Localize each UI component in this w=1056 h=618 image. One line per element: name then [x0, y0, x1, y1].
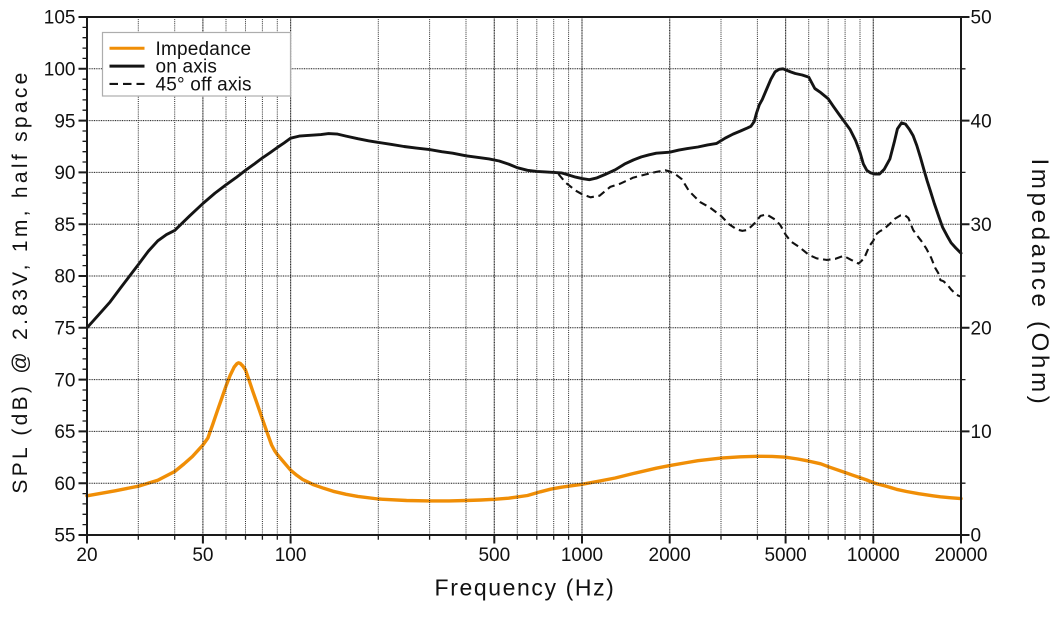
svg-text:1000: 1000 [561, 545, 603, 566]
svg-text:50: 50 [192, 545, 213, 566]
svg-text:75: 75 [54, 319, 75, 340]
svg-text:60: 60 [54, 474, 75, 495]
svg-text:10000: 10000 [847, 545, 900, 566]
svg-text:85: 85 [54, 215, 75, 236]
svg-text:40: 40 [971, 111, 992, 132]
svg-text:70: 70 [54, 370, 75, 391]
svg-text:80: 80 [54, 267, 75, 288]
svg-text:50: 50 [971, 8, 992, 29]
svg-text:20000: 20000 [935, 545, 988, 566]
svg-text:Frequency (Hz): Frequency (Hz) [435, 575, 616, 601]
svg-text:2000: 2000 [649, 545, 691, 566]
svg-text:on axis: on axis [156, 57, 218, 78]
svg-text:100: 100 [275, 545, 307, 566]
svg-text:55: 55 [54, 526, 75, 547]
svg-text:65: 65 [54, 422, 75, 443]
svg-text:20: 20 [971, 319, 992, 340]
svg-text:5000: 5000 [764, 545, 806, 566]
svg-text:45° off axis: 45° off axis [156, 75, 252, 96]
svg-text:500: 500 [478, 545, 510, 566]
svg-text:30: 30 [971, 215, 992, 236]
svg-text:20: 20 [76, 545, 97, 566]
svg-text:0: 0 [971, 526, 982, 547]
svg-text:Impedance (Ohm): Impedance (Ohm) [1026, 159, 1053, 408]
svg-text:90: 90 [54, 163, 75, 184]
svg-text:Impedance: Impedance [156, 39, 252, 60]
svg-text:95: 95 [54, 111, 75, 132]
svg-text:SPL (dB) @ 2.83V, 1m, half spa: SPL (dB) @ 2.83V, 1m, half space [9, 69, 32, 493]
svg-text:105: 105 [44, 8, 76, 29]
svg-text:10: 10 [971, 422, 992, 443]
svg-text:100: 100 [44, 60, 76, 81]
